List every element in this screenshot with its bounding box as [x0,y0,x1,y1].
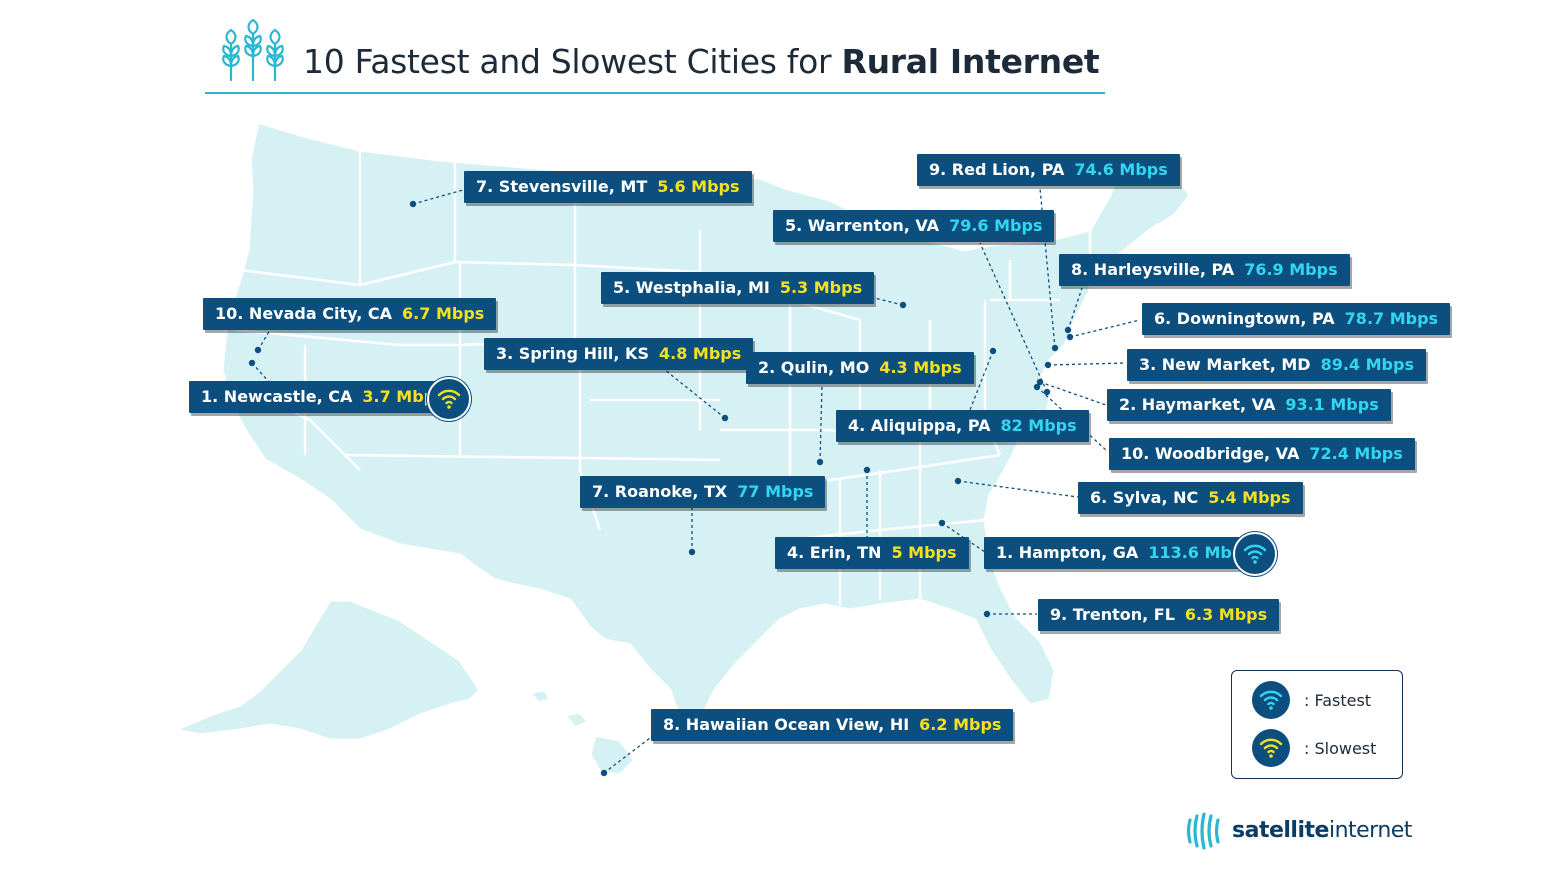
wifi-icon [437,389,461,409]
city-label-haymarket: 2. Haymarket, VA 93.1 Mbps [1107,389,1391,421]
dot-spring-hill [721,414,729,422]
legend: : Fastest : Slowest [1231,670,1403,779]
city-label-trenton: 9. Trenton, FL 6.3 Mbps [1038,599,1280,631]
wifi-icon [1243,544,1267,564]
fastest-badge-hampton [1233,532,1277,576]
city-label-harleysville: 8. Harleysville, PA 76.9 Mbps [1059,254,1350,286]
dot-warrenton [1043,388,1051,396]
city-label-hampton: 1. Hampton, GA 113.6 Mbps [984,537,1265,569]
city-label-stevensville: 7. Stevensville, MT 5.6 Mbps [464,171,752,203]
dot-red-lion [1051,344,1059,352]
city-label-downingtown: 6. Downingtown, PA 78.7 Mbps [1142,303,1451,335]
fastest-badge [1252,681,1290,719]
dot-haymarket [1036,378,1044,386]
city-label-warrenton: 5. Warrenton, VA 79.6 Mbps [773,210,1055,242]
city-label-sylva: 6. Sylva, NC 5.4 Mbps [1078,482,1303,514]
brand-name: satelliteinternet [1232,818,1412,843]
city-label-newcastle: 1. Newcastle, CA 3.7 Mbps [189,381,457,413]
dot-nevada-city [254,346,262,354]
map-land [173,120,1192,777]
city-label-aliquippa: 4. Aliquippa, PA 82 Mbps [836,410,1089,442]
dot-woodbridge [1033,383,1041,391]
dot-aliquippa [989,347,997,355]
city-label-woodbridge: 10. Woodbridge, VA 72.4 Mbps [1109,438,1415,470]
hawaii-maui [563,710,590,730]
hawaii-big-island [588,733,637,777]
dot-hawaiian-ocean-view [600,769,608,777]
city-label-nevada-city: 10. Nevada City, CA 6.7 Mbps [203,298,497,330]
alaska-shape [173,598,482,742]
city-label-red-lion: 9. Red Lion, PA 74.6 Mbps [917,154,1180,186]
legend-fastest-label: : Fastest [1304,691,1372,710]
page-title: 10 Fastest and Slowest Cities for Rural … [303,42,1100,81]
slowest-badge-newcastle [427,377,471,421]
city-label-qulin: 2. Qulin, MO 4.3 Mbps [746,352,974,384]
dot-newcastle [248,359,256,367]
hawaii-oahu [528,688,552,705]
dot-qulin [816,458,824,466]
city-label-erin: 4. Erin, TN 5 Mbps [775,537,969,569]
dot-trenton [983,610,991,618]
dot-stevensville [409,200,417,208]
dot-westphalia [899,301,907,309]
city-label-westphalia: 5. Westphalia, MI 5.3 Mbps [601,272,875,304]
dot-new-market [1044,361,1052,369]
title-bar: 10 Fastest and Slowest Cities for Rural … [205,18,1105,94]
dot-roanoke [688,548,696,556]
dot-hampton [938,519,946,527]
wheat-icon [222,18,284,82]
slowest-badge [1252,729,1290,767]
satellite-signal-icon [1186,812,1220,850]
dot-sylva [954,477,962,485]
city-label-roanoke: 7. Roanoke, TX 77 Mbps [580,476,826,508]
city-label-hawaiian-ocean-view: 8. Hawaiian Ocean View, HI 6.2 Mbps [651,709,1014,741]
city-label-new-market: 3. New Market, MD 89.4 Mbps [1127,349,1426,381]
dot-downingtown [1066,333,1074,341]
dot-erin [863,466,871,474]
brand-logo: satelliteinternet [1186,812,1412,850]
city-dots [248,200,1074,777]
legend-fastest: : Fastest [1252,681,1402,721]
leader-lines [251,187,1141,774]
wifi-icon [1259,690,1283,710]
legend-slowest-label: : Slowest [1304,739,1377,758]
dot-harleysville [1064,326,1072,334]
legend-slowest: : Slowest [1252,729,1402,769]
wifi-icon [1259,738,1283,758]
city-label-spring-hill: 3. Spring Hill, KS 4.8 Mbps [484,338,754,370]
